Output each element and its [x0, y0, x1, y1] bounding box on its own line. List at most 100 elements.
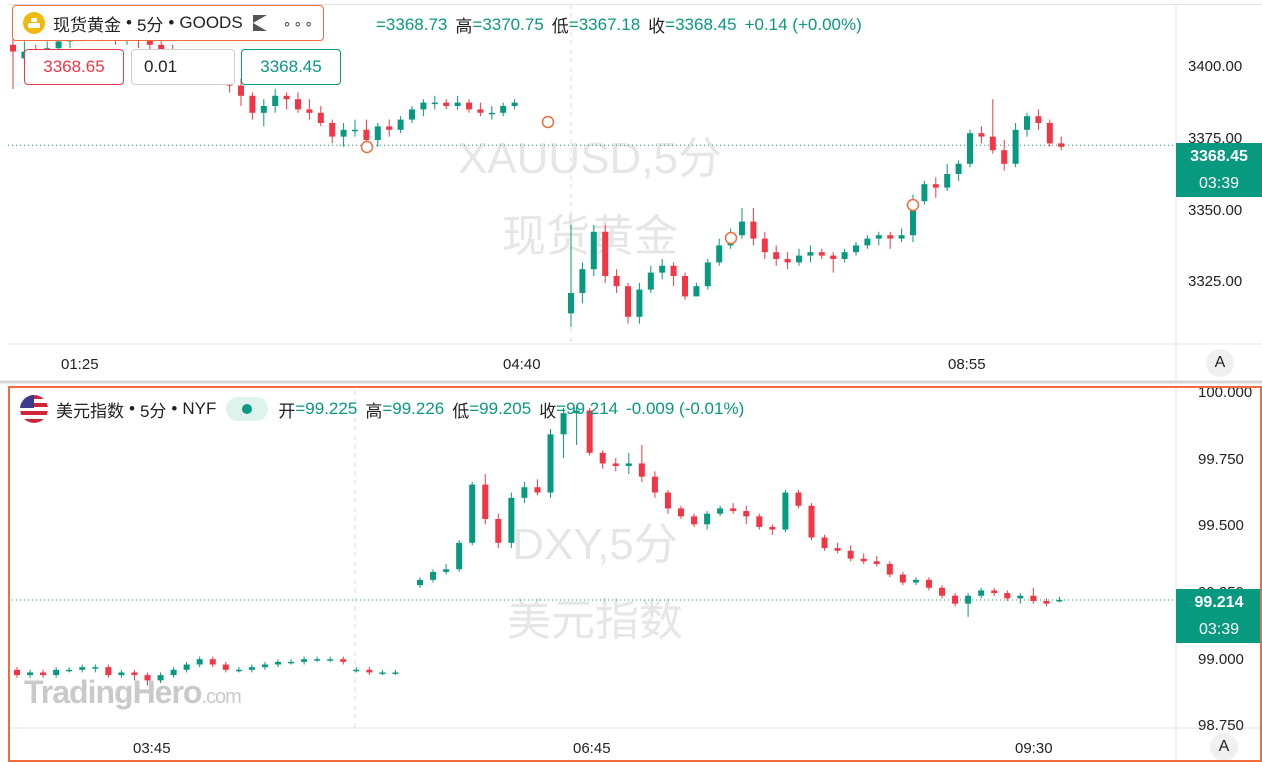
dxy-candle-body: [222, 664, 229, 670]
dxy-candle-body: [873, 561, 880, 564]
gold-candle-body: [1012, 129, 1019, 164]
gold-low-label: 低: [551, 17, 569, 36]
dxy-candle-body: [638, 463, 645, 477]
gold-countdown-label: 03:39: [1176, 171, 1262, 197]
sell-price-button[interactable]: 3368.65: [24, 49, 124, 85]
gold-candle-body: [602, 231, 609, 276]
dxy-candle-body: [743, 511, 750, 517]
separator-dot: •: [168, 13, 175, 32]
gold-close-value: =3368.45: [665, 14, 737, 34]
gold-candle-body: [306, 109, 313, 113]
dxy-candle-body: [1017, 595, 1024, 599]
dxy-open-label: 开: [278, 401, 296, 421]
dxy-candle-body: [170, 669, 177, 676]
gold-candle-body: [716, 245, 723, 263]
dxy-candle-body: [301, 659, 308, 662]
gold-candle-body: [10, 44, 16, 52]
dxy-candle-body: [769, 526, 776, 530]
dxy-symbol-legend[interactable]: 美元指数 • 5分 • NYF 开 =99.225 高 =99.226 低 =99.2…: [20, 395, 744, 423]
dxy-candle-body: [651, 476, 658, 493]
dxy-candle-body: [353, 669, 360, 672]
gold-candle-body: [887, 235, 894, 239]
separator-dot: •: [171, 399, 178, 418]
gold-candle-body: [1035, 116, 1042, 123]
gold-candle-body: [295, 99, 301, 110]
gold-candle-body: [853, 245, 859, 253]
dxy-chart-pane[interactable]: [8, 386, 1262, 762]
dxy-candle-body: [430, 571, 437, 580]
gold-candle-body: [955, 163, 962, 174]
gold-candle-body: [454, 102, 461, 106]
gold-candle-body: [693, 286, 700, 297]
dxy-candle-body: [1004, 593, 1011, 599]
dxy-candle-body: [340, 659, 347, 662]
gold-symbol-legend[interactable]: 现货黄金 • 5分 • GOODS ∘∘∘: [12, 5, 324, 41]
dxy-candle-body: [1056, 599, 1063, 602]
dxy-exchange: NYF: [182, 399, 217, 418]
dxy-close-value: =99.214: [556, 399, 619, 418]
dxy-candle-body: [1043, 601, 1050, 604]
dxy-symbol-name: 美元指数: [56, 401, 124, 421]
gold-candle-body: [340, 129, 347, 137]
dxy-candle-body: [912, 579, 919, 583]
dxy-candle-body: [275, 661, 281, 665]
dxy-candle-body: [379, 672, 386, 674]
market-status-icon[interactable]: [226, 397, 269, 421]
gold-candle-body: [511, 102, 518, 106]
dxy-candle-body: [27, 672, 34, 676]
dxy-candle-body: [991, 590, 998, 594]
dxy-candle-body: [131, 672, 138, 676]
gold-candle-body: [978, 133, 985, 137]
dxy-candle-body: [327, 659, 334, 661]
gold-candle-body: [647, 272, 654, 290]
dxy-candle-body: [261, 664, 268, 668]
dxy-auto-scale-button[interactable]: A: [1210, 733, 1238, 761]
gold-event-marker: [906, 198, 920, 212]
gold-auto-scale-button[interactable]: A: [1206, 349, 1234, 377]
gold-time-tick: 04:40: [503, 356, 541, 373]
dxy-candle-body: [417, 579, 423, 586]
dxy-candle-body: [599, 452, 606, 464]
gold-close-label: 收: [648, 17, 666, 36]
flag-icon[interactable]: [252, 15, 267, 31]
gold-candle-body: [283, 95, 290, 100]
gold-time-tick: 08:55: [948, 356, 986, 373]
separator-dot: •: [126, 13, 132, 32]
dxy-open-value: =99.225: [295, 399, 358, 418]
dxy-time-tick: 03:45: [133, 740, 171, 757]
gold-candle-body: [158, 44, 165, 52]
gold-candle-body: [864, 238, 871, 246]
dxy-candle-body: [860, 558, 867, 562]
separator-dot: •: [129, 399, 135, 418]
gold-candle-body: [386, 126, 393, 130]
more-dots-icon[interactable]: ∘∘∘: [282, 14, 315, 31]
gold-event-marker: [360, 140, 374, 154]
dxy-candle-body: [978, 590, 985, 596]
dxy-time-tick: 09:30: [1015, 740, 1053, 757]
dxy-candle-body: [847, 550, 854, 559]
gold-candle-body: [397, 119, 404, 130]
dxy-candle-body: [586, 410, 593, 453]
gold-high-value: =3370.75: [472, 14, 544, 34]
dxy-candle-body: [183, 664, 190, 670]
gold-last-price-label: 3368.45: [1176, 143, 1262, 171]
dxy-candle-body: [612, 463, 619, 467]
gold-candle-body: [796, 255, 802, 263]
quantity-input[interactable]: 0.01: [131, 49, 235, 85]
gold-candle-body: [704, 262, 711, 287]
gold-candle-body: [910, 201, 916, 236]
dxy-candle-body: [625, 463, 632, 467]
dxy-candle-body: [144, 675, 151, 681]
gold-price-tick: 3350.00: [1188, 202, 1243, 219]
gold-candle-body: [613, 276, 620, 287]
gold-event-marker: [541, 115, 555, 129]
dxy-candle-body: [235, 669, 242, 672]
brand-suffix: .com: [201, 686, 241, 708]
us-flag-icon: [20, 395, 48, 423]
gold-candle-body: [773, 252, 780, 259]
buy-price-button[interactable]: 3368.45: [241, 49, 341, 85]
gold-candle-body: [875, 235, 882, 239]
dxy-candle-body: [521, 487, 528, 498]
